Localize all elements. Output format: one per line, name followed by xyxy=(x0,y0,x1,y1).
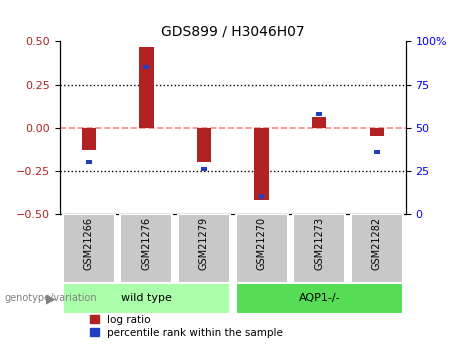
Bar xyxy=(63,214,115,283)
Bar xyxy=(86,160,92,164)
Bar xyxy=(82,128,96,150)
Bar xyxy=(316,112,322,116)
Text: GSM21273: GSM21273 xyxy=(314,217,324,270)
Bar xyxy=(374,150,380,154)
Bar xyxy=(236,283,403,314)
Bar xyxy=(370,128,384,136)
Bar xyxy=(351,214,403,283)
Text: ▶: ▶ xyxy=(46,292,55,305)
Text: GSM21276: GSM21276 xyxy=(142,217,151,270)
Bar xyxy=(236,214,288,283)
Bar xyxy=(293,214,345,283)
Bar xyxy=(197,128,211,162)
Text: GSM21279: GSM21279 xyxy=(199,217,209,270)
Bar xyxy=(120,214,172,283)
Bar xyxy=(143,65,149,69)
Text: GSM21266: GSM21266 xyxy=(84,217,94,270)
Bar xyxy=(178,214,230,283)
Text: wild type: wild type xyxy=(121,294,172,303)
Legend: log ratio, percentile rank within the sample: log ratio, percentile rank within the sa… xyxy=(88,313,285,340)
Bar xyxy=(312,117,326,128)
Bar xyxy=(259,195,265,199)
Text: AQP1-/-: AQP1-/- xyxy=(298,294,340,303)
Text: genotype/variation: genotype/variation xyxy=(5,294,97,303)
Title: GDS899 / H3046H07: GDS899 / H3046H07 xyxy=(161,25,305,39)
Bar xyxy=(139,47,154,128)
Text: GSM21282: GSM21282 xyxy=(372,217,382,270)
Bar xyxy=(63,283,230,314)
Bar xyxy=(201,167,207,171)
Text: GSM21270: GSM21270 xyxy=(257,217,266,270)
Bar xyxy=(254,128,269,200)
